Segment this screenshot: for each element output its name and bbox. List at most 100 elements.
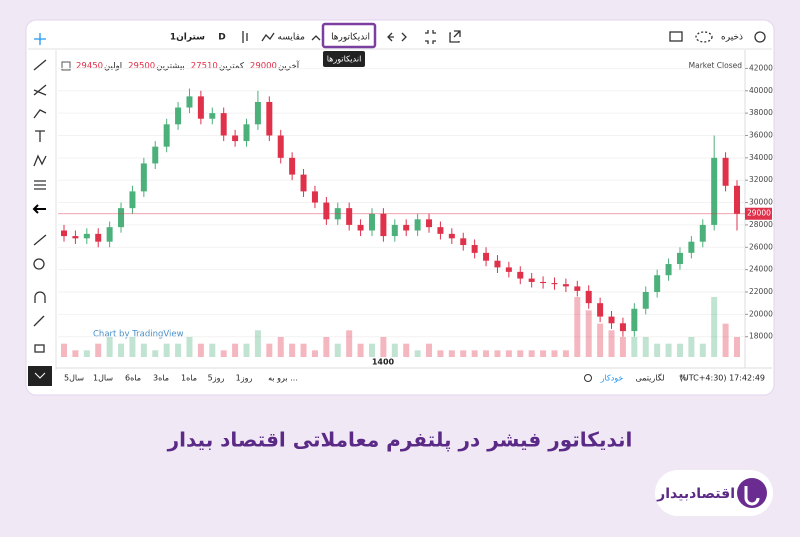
y-tick-label: 28000: [749, 220, 773, 229]
lock-icon[interactable]: [34, 344, 45, 353]
candle-body: [106, 227, 113, 242]
volume-bar: [597, 323, 604, 357]
range-button[interactable]: 1ماه: [181, 374, 197, 383]
candle-body: [722, 157, 729, 186]
volume-bar: [197, 343, 204, 357]
y-tick-label: 24000: [749, 265, 773, 274]
volume-bar: [140, 343, 147, 357]
candle-body: [426, 219, 433, 228]
volume-bar: [574, 297, 581, 357]
undo-icon[interactable]: [387, 32, 394, 42]
caption: اندیکاتور فیشر در پلتفرم معاملاتی اقتصاد…: [167, 428, 633, 453]
candle-body: [232, 135, 239, 142]
bottom-settings-icon[interactable]: [584, 374, 592, 382]
y-tick-label: 34000: [749, 153, 773, 162]
interval[interactable]: D: [218, 33, 225, 43]
tooltip: اندیکاتورها: [327, 55, 362, 64]
range-button[interactable]: 3ماه: [153, 374, 169, 383]
volume-bar: [72, 350, 79, 357]
volume-bar: [323, 337, 330, 357]
candle-body: [175, 107, 182, 125]
back-icon[interactable]: [32, 204, 46, 214]
volume-bar: [152, 350, 159, 357]
trend-line-icon[interactable]: [33, 59, 47, 71]
candle-body: [243, 124, 250, 142]
volume-bar: [346, 330, 353, 357]
volume-bar: [266, 343, 273, 357]
magnet-icon[interactable]: [34, 291, 46, 303]
volume-bar: [175, 343, 182, 357]
legend-label: بیشترین: [156, 62, 185, 72]
auto-button[interactable]: خودکار: [600, 374, 624, 383]
volume-bar: [277, 337, 284, 357]
volume-bar: [220, 350, 227, 357]
popout-icon[interactable]: [449, 30, 461, 43]
range-button[interactable]: 1روز: [236, 374, 253, 383]
pattern-icon[interactable]: [33, 154, 47, 167]
candle-body: [483, 252, 490, 261]
compare-icon[interactable]: [261, 32, 275, 42]
range-button[interactable]: 1سال: [93, 374, 113, 383]
chart-style-icon[interactable]: [242, 31, 248, 43]
legend-label: اولین: [104, 62, 122, 72]
symbol[interactable]: ستران1: [170, 33, 205, 43]
range-button[interactable]: 5روز: [208, 374, 225, 383]
y-tick-label: 40000: [749, 86, 773, 95]
range-button[interactable]: 6ماه: [125, 374, 141, 383]
y-tick-label: 32000: [749, 175, 773, 184]
candle-body: [380, 213, 387, 237]
camera-icon[interactable]: [669, 31, 683, 42]
brush-icon[interactable]: [33, 109, 47, 119]
volume-bar: [551, 350, 558, 357]
candle-body: [448, 233, 455, 239]
candle-body: [346, 208, 353, 225]
save-button[interactable]: ذخیره: [721, 33, 743, 43]
lock-draw-icon[interactable]: [33, 315, 45, 327]
prediction-icon[interactable]: [34, 180, 46, 190]
volume-bar: [209, 343, 216, 357]
range-button[interactable]: 5سال: [64, 374, 84, 383]
volume-bar: [391, 343, 398, 357]
candle-body: [95, 233, 102, 242]
y-tick-label: 22000: [749, 287, 773, 296]
zoom-icon[interactable]: [33, 258, 45, 270]
legend-toggle[interactable]: [61, 61, 71, 71]
volume-bar: [106, 337, 113, 357]
text-icon[interactable]: [35, 130, 45, 142]
ruler-icon[interactable]: [33, 234, 47, 246]
crosshair-icon[interactable]: [34, 33, 46, 45]
fullscreen-icon[interactable]: [425, 30, 436, 44]
volume-bar: [722, 323, 729, 357]
candle-body: [574, 286, 581, 291]
volume-bar: [665, 343, 672, 357]
volume-bar: [426, 343, 433, 357]
indicators-button[interactable]: اندیکاتورها: [331, 33, 370, 43]
candle-body: [118, 208, 125, 228]
volume-bar: [494, 350, 501, 357]
volume-bar: [300, 343, 307, 357]
volume-bar: [243, 343, 250, 357]
candle-body: [72, 236, 79, 239]
collapse-icon: [34, 372, 46, 379]
volume-bar: [540, 350, 547, 357]
goto-button[interactable]: برو به ...: [268, 374, 298, 383]
volume-bar: [460, 350, 467, 357]
candle-body: [562, 284, 569, 287]
volume-bar: [654, 343, 661, 357]
candle-body: [403, 224, 410, 231]
percent-button[interactable]: %: [679, 374, 687, 383]
redo-icon[interactable]: [401, 32, 407, 42]
compare-button[interactable]: مقایسه: [278, 33, 306, 43]
candle-body: [711, 157, 718, 225]
volume-bar: [232, 343, 239, 357]
candle-body: [437, 227, 444, 234]
candle-body: [471, 245, 478, 253]
volume-bar: [254, 330, 261, 357]
log-button[interactable]: لگاریتمی: [635, 373, 664, 383]
fib-icon[interactable]: [33, 84, 47, 96]
candle-body: [186, 96, 193, 108]
settings-icon[interactable]: [754, 31, 766, 43]
collapse-button[interactable]: [28, 366, 52, 386]
candle-body: [540, 281, 547, 284]
